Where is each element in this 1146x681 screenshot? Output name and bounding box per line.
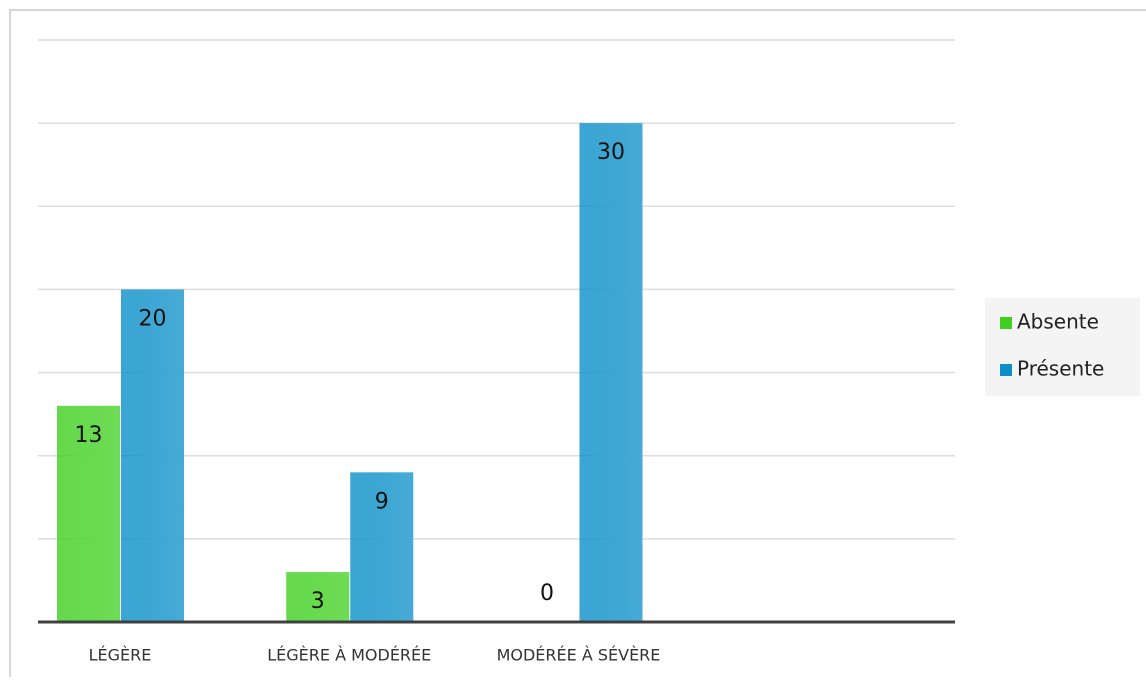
frame — [9, 9, 1146, 677]
bar-shine — [121, 289, 184, 622]
legend-swatch — [1000, 364, 1012, 376]
data-label: 30 — [597, 140, 625, 165]
data-label: 3 — [311, 589, 325, 614]
bar-shine — [579, 123, 643, 623]
data-label: 0 — [540, 581, 554, 606]
bar-shine — [286, 572, 350, 622]
legend-label: Absente — [1017, 310, 1099, 334]
legend-swatch — [1000, 317, 1012, 329]
legend-label: Présente — [1017, 357, 1104, 381]
data-label: 20 — [139, 306, 167, 331]
x-tick-label: LÉGÈRE À MODÉRÉE — [267, 646, 431, 665]
data-label: 13 — [75, 423, 103, 448]
bar-shine — [57, 405, 120, 622]
data-label: 9 — [375, 489, 389, 514]
x-tick-label: MODÉRÉE À SÉVÈRE — [497, 646, 661, 665]
x-tick-label: LÉGÈRE — [89, 646, 152, 665]
legend-box — [985, 298, 1140, 396]
bar-shine — [350, 472, 414, 622]
